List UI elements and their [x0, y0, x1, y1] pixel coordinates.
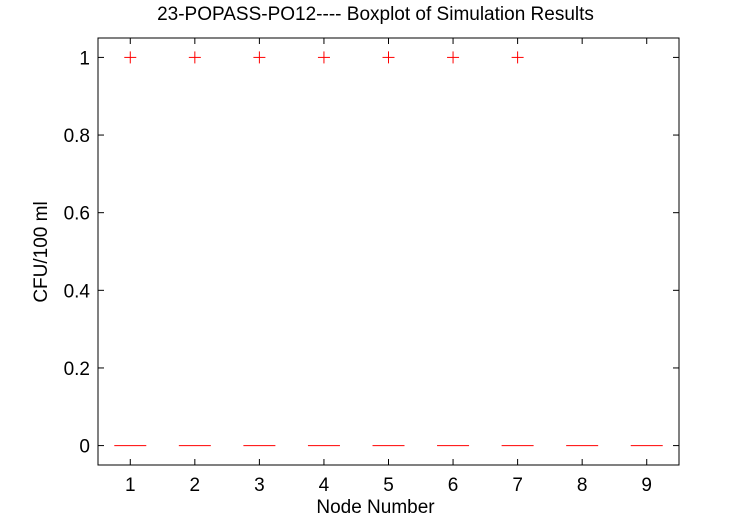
outlier-marker-node-4	[317, 51, 330, 64]
outlier-marker-node-1	[124, 51, 137, 64]
x-tick-label: 2	[190, 475, 201, 496]
plot-area	[97, 37, 680, 466]
x-tick-label: 4	[319, 475, 330, 496]
x-tick-label: 1	[125, 475, 136, 496]
y-tick-label: 0.4	[64, 281, 91, 302]
y-axis-ticks: 0 0.2 0.4 0.6 0.8 1	[64, 48, 679, 458]
outlier-marker-node-5	[382, 51, 395, 64]
y-tick-label: 0.2	[64, 359, 90, 380]
x-tick-label: 7	[512, 475, 523, 496]
x-tick-label: 6	[448, 475, 459, 496]
outlier-markers	[124, 51, 524, 64]
x-tick-label: 3	[254, 475, 265, 496]
x-tick-label: 5	[383, 475, 394, 496]
outlier-marker-node-3	[253, 51, 266, 64]
x-tick-label: 8	[577, 475, 588, 496]
y-axis-label: CFU/100 ml	[31, 201, 52, 303]
y-tick-label: 0	[79, 437, 90, 458]
y-tick-label: 0.6	[64, 204, 90, 225]
y-tick-label: 0.8	[64, 126, 90, 147]
x-axis-ticks: 1 2 3 4 5 6 7 8 9	[125, 38, 652, 496]
x-axis-label: Node Number	[316, 497, 435, 518]
outlier-marker-node-6	[447, 51, 460, 64]
chart-title: 23-POPASS-PO12---- Boxplot of Simulation…	[157, 4, 594, 25]
outlier-marker-node-2	[188, 51, 201, 64]
outlier-marker-node-7	[511, 51, 524, 64]
y-tick-label: 1	[79, 48, 90, 69]
x-tick-label: 9	[641, 475, 652, 496]
